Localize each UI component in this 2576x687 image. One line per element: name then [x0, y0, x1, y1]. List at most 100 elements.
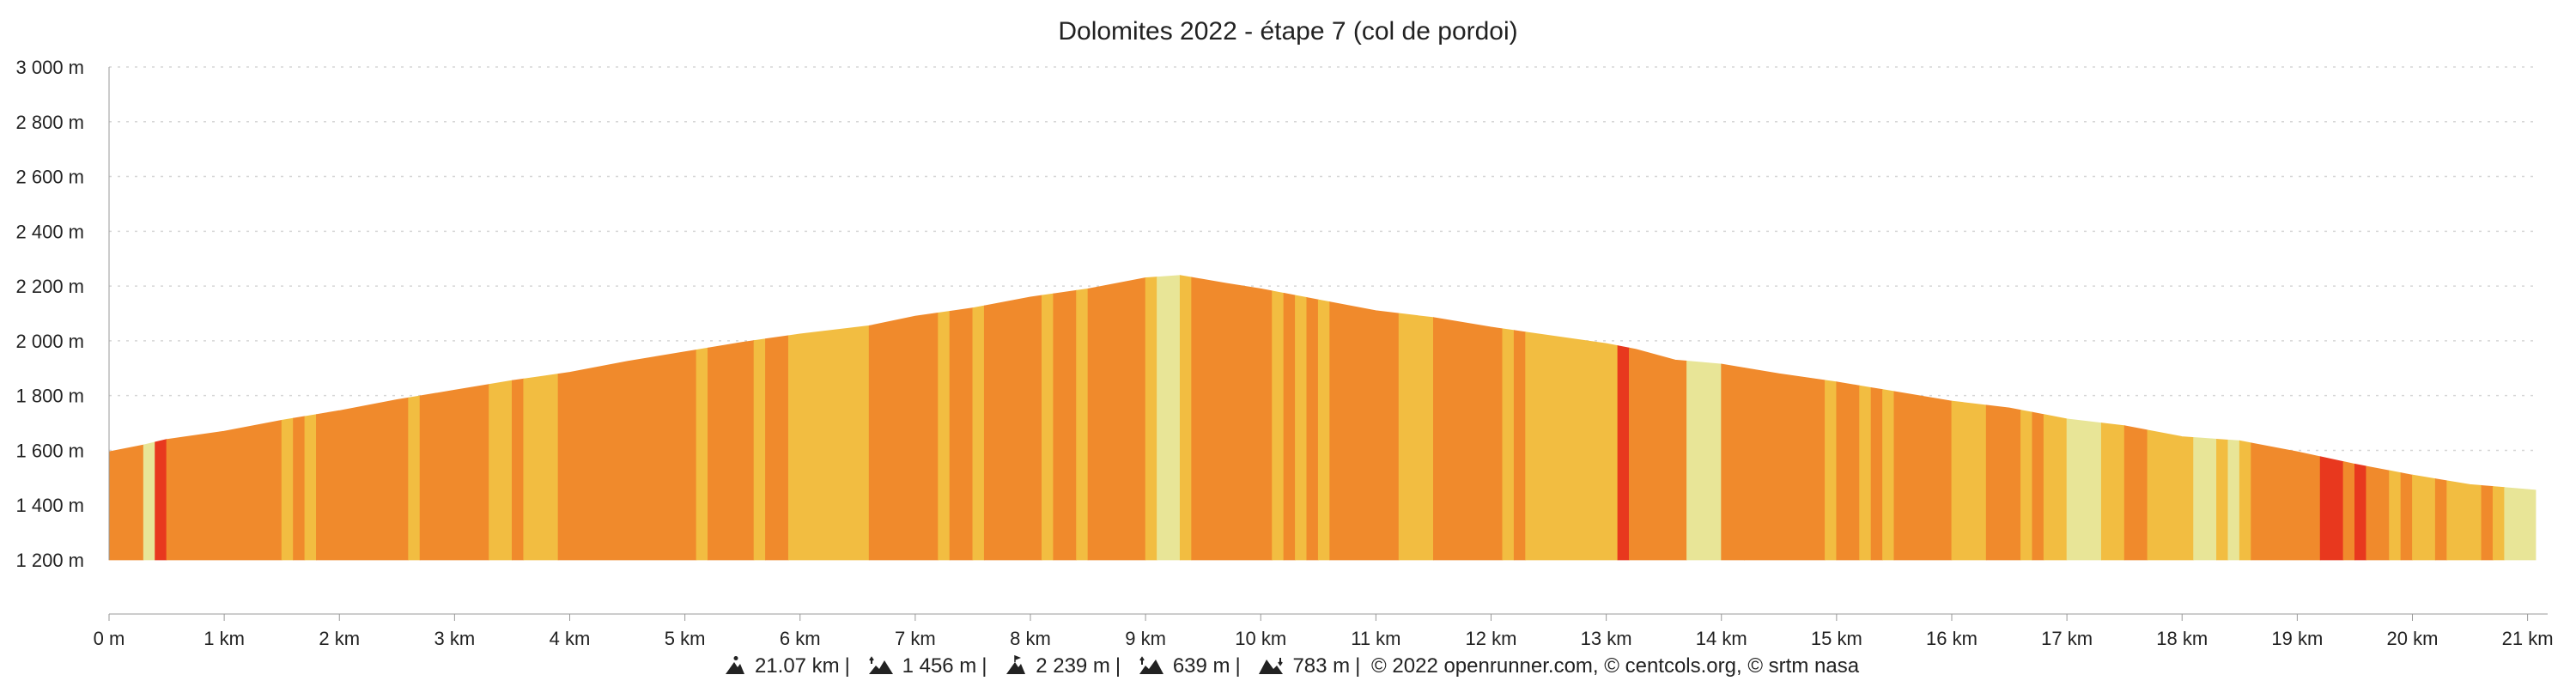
gradient-segment	[1825, 380, 1838, 561]
y-tick-label: 1 600 m	[16, 440, 85, 461]
gradient-segment	[1179, 275, 1193, 561]
gradient-segment	[1191, 277, 1273, 561]
gradient-segment	[2319, 456, 2344, 561]
gradient-segment	[2412, 474, 2436, 561]
gradient-segment	[1882, 389, 1895, 561]
elevation-gain-value: 1 456 m	[902, 654, 977, 678]
gradient-segment	[868, 312, 939, 561]
gradient-segment	[765, 335, 789, 561]
summit-icon	[1006, 654, 1026, 674]
gradient-segment	[489, 380, 513, 561]
route-summary: 21.07 km | 1 456 m | 2 239 m | 639 m | 7…	[0, 654, 2576, 678]
gradient-segment	[1744, 367, 1826, 561]
gradient-segment	[1870, 386, 1883, 561]
y-tick-label: 3 000 m	[16, 57, 85, 78]
gradient-segment	[1836, 381, 1861, 561]
separator: |	[1115, 654, 1121, 678]
gradient-segment	[1617, 345, 1630, 561]
y-tick-label: 1 200 m	[16, 550, 85, 571]
y-tick-label: 2 000 m	[16, 331, 85, 352]
x-tick-label: 10 km	[1235, 628, 1286, 649]
x-tick-label: 0 m	[94, 628, 125, 649]
y-tick-label: 2 400 m	[16, 221, 85, 242]
elevation-area	[108, 275, 2537, 561]
x-tick-label: 21 km	[2502, 628, 2554, 649]
gradient-segment	[1053, 289, 1078, 561]
gradient-segment	[2354, 463, 2367, 561]
separator: |	[981, 654, 987, 678]
separator: |	[1235, 654, 1241, 678]
gradient-segment	[2043, 414, 2068, 561]
gradient-segment	[2492, 486, 2506, 561]
gradient-segment	[557, 349, 697, 561]
gradient-segment	[2434, 478, 2448, 561]
separator: |	[1355, 654, 1361, 678]
max-altitude-stat: 2 239 m	[998, 654, 1110, 678]
gradient-segment	[419, 384, 490, 561]
x-tick-label: 5 km	[665, 628, 706, 649]
x-tick-label: 9 km	[1125, 628, 1166, 649]
gradient-segment	[1329, 301, 1400, 561]
total-climb-value: 639 m	[1172, 654, 1230, 678]
gradient-segment	[293, 416, 306, 561]
x-tick-label: 4 km	[550, 628, 591, 649]
gradient-segment	[2481, 484, 2494, 561]
x-tick-label: 12 km	[1466, 628, 1517, 649]
gradient-segment	[787, 325, 870, 561]
y-tick-label: 1 800 m	[16, 386, 85, 407]
x-tick-label: 3 km	[434, 628, 476, 649]
y-tick-label: 1 400 m	[16, 495, 85, 516]
separator: |	[844, 654, 850, 678]
gradient-segment	[108, 444, 144, 561]
gradient-segment	[2066, 418, 2102, 561]
gradient-segment	[1513, 330, 1527, 561]
gradient-segment	[523, 374, 559, 561]
gradient-segment	[708, 340, 755, 561]
gradient-segment	[2366, 465, 2391, 561]
gradient-segment	[2446, 480, 2482, 561]
gradient-segment	[1686, 360, 1722, 561]
x-tick-label: 8 km	[1010, 628, 1051, 649]
max-altitude-value: 2 239 m	[1036, 654, 1110, 678]
x-tick-label: 14 km	[1696, 628, 1747, 649]
gradient-segment	[753, 338, 766, 561]
gradient-segment	[408, 395, 421, 561]
x-tick-label: 20 km	[2387, 628, 2439, 649]
x-tick-label: 11 km	[1351, 628, 1400, 649]
gradient-segment	[1433, 317, 1504, 561]
gradient-segment	[972, 305, 985, 561]
gradient-segment	[2032, 411, 2044, 561]
gradient-segment	[949, 307, 974, 561]
gradient-segment	[983, 295, 1042, 561]
gradient-segment	[2100, 423, 2125, 561]
x-tick-label: 7 km	[895, 628, 936, 649]
credits: © 2022 openrunner.com, © centcols.org, ©…	[1371, 654, 1860, 678]
distance-stat: 21.07 km	[717, 654, 840, 678]
ascent-icon	[1139, 656, 1163, 674]
gradient-segment	[304, 414, 317, 561]
distance-value: 21.07 km	[754, 654, 840, 678]
elevation-gain-stat: 1 456 m	[861, 654, 977, 678]
gradient-segment	[166, 419, 283, 561]
gradient-segment	[2020, 410, 2033, 561]
gradient-segment	[1398, 313, 1434, 561]
x-tick-label: 15 km	[1811, 628, 1862, 649]
gradient-segment	[2147, 429, 2195, 561]
gradient-segment	[1295, 295, 1308, 561]
gradient-segment	[316, 397, 410, 561]
gradient-segment	[1859, 385, 1872, 561]
gradient-segment	[1272, 290, 1285, 561]
gradient-segment	[1157, 275, 1181, 561]
gradient-segment	[1283, 292, 1296, 561]
x-tick-label: 13 km	[1581, 628, 1632, 649]
x-tick-label: 6 km	[780, 628, 821, 649]
y-tick-label: 2 200 m	[16, 276, 85, 297]
gradient-segment	[2216, 438, 2229, 561]
gradient-segment	[2193, 437, 2217, 561]
gradient-segment	[1306, 297, 1319, 561]
gradient-segment	[2389, 470, 2402, 561]
total-climb-stat: 639 m	[1132, 654, 1230, 678]
gradient-segment	[938, 310, 951, 561]
descent-icon	[1259, 658, 1284, 674]
